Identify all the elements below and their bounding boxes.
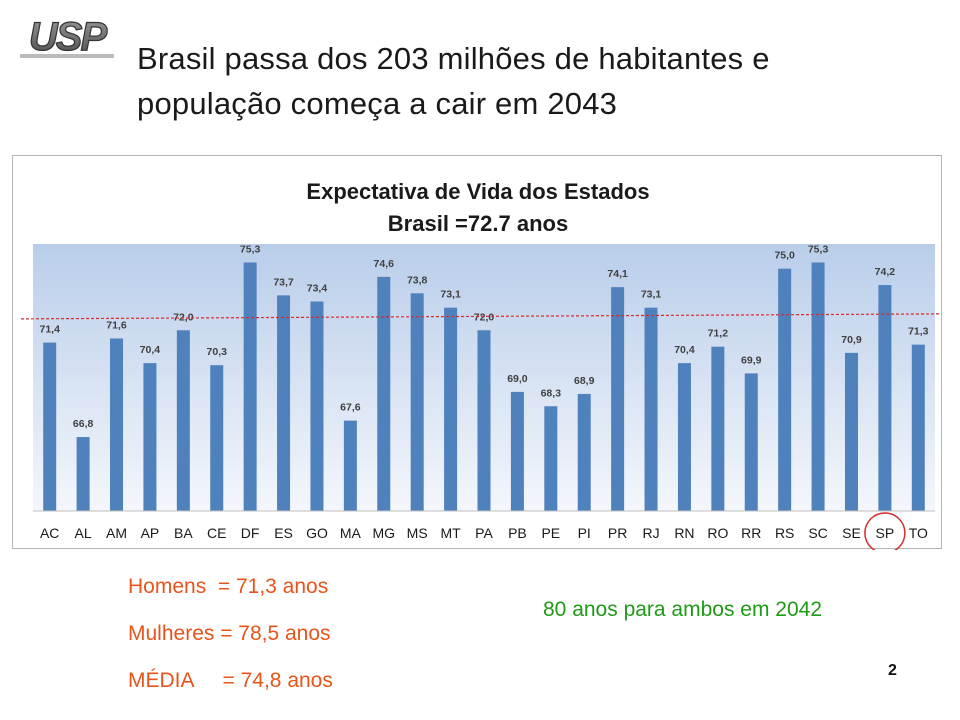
x-tick-ro: RO [707, 525, 728, 541]
data-label-ba: 72,0 [173, 311, 194, 323]
x-tick-df: DF [241, 525, 260, 541]
bar-rj [644, 307, 658, 511]
bar-ma [343, 420, 357, 511]
bar-pa [477, 330, 491, 511]
bar-ce [210, 365, 224, 511]
bar-rs [778, 268, 792, 511]
x-tick-mt: MT [440, 525, 461, 541]
x-tick-ma: MA [340, 525, 362, 541]
bar-go [310, 301, 324, 511]
bar-ap [143, 363, 157, 511]
data-label-rs: 75,0 [774, 250, 795, 262]
data-label-am: 71,6 [106, 319, 127, 331]
slide-title: Brasil passa dos 203 milhões de habitant… [137, 36, 937, 126]
bar-ac [43, 342, 57, 511]
x-tick-ms: MS [407, 525, 428, 541]
x-tick-es: ES [274, 525, 293, 541]
bar-ba [176, 330, 190, 511]
chart-title: Expectativa de Vida dos Estados [306, 179, 649, 204]
data-label-ac: 71,4 [39, 324, 60, 336]
data-label-to: 71,3 [908, 326, 929, 338]
x-tick-go: GO [306, 525, 328, 541]
x-tick-sc: SC [808, 525, 827, 541]
bar-es [277, 295, 291, 511]
stat-media: MÉDIA = 74,8 anos [128, 669, 333, 692]
data-label-rr: 69,9 [741, 354, 762, 366]
x-tick-se: SE [842, 525, 861, 541]
x-tick-ce: CE [207, 525, 226, 541]
data-label-mt: 73,1 [440, 289, 461, 301]
reference-line-brasil [20, 313, 940, 320]
x-tick-pi: PI [578, 525, 591, 541]
projection-note: 80 anos para ambos em 2042 [543, 598, 823, 621]
data-label-pr: 74,1 [607, 268, 628, 280]
x-tick-mg: MG [372, 525, 395, 541]
data-label-pa: 72,0 [474, 311, 495, 323]
data-label-sp: 74,2 [875, 266, 896, 278]
x-tick-al: AL [75, 525, 92, 541]
x-tick-rs: RS [775, 525, 794, 541]
bar-sc [811, 262, 825, 511]
data-label-pb: 69,0 [507, 373, 528, 385]
chart-canvas: Expectativa de Vida dos Estados Brasil =… [20, 179, 940, 550]
data-label-go: 73,4 [307, 283, 328, 295]
highlight-circle-sp [864, 512, 906, 550]
data-label-pe: 68,3 [541, 387, 562, 399]
x-tick-ap: AP [141, 525, 160, 541]
data-label-ma: 67,6 [340, 402, 361, 414]
slide-title-line2: população começa a cair em 2043 [137, 86, 618, 121]
usp-logo: USP [20, 14, 114, 60]
bar-am [110, 338, 124, 511]
bar-pb [510, 391, 524, 511]
chart-subtitle: Brasil =72.7 anos [388, 211, 568, 236]
bar-sp [878, 285, 892, 511]
stat-homens: Homens = 71,3 anos [128, 575, 329, 598]
life-expectancy-chart: Expectativa de Vida dos Estados Brasil =… [12, 155, 942, 550]
bar-pe [544, 406, 558, 511]
data-label-mg: 74,6 [374, 258, 395, 270]
bar-ro [711, 346, 725, 511]
x-tick-rn: RN [674, 525, 694, 541]
x-tick-ac: AC [40, 525, 59, 541]
data-label-df: 75,3 [240, 243, 261, 255]
data-label-sc: 75,3 [808, 243, 829, 255]
bar-df [243, 262, 257, 511]
data-label-pi: 68,9 [574, 375, 595, 387]
data-label-ms: 73,8 [407, 274, 428, 286]
data-label-se: 70,9 [841, 334, 862, 346]
x-tick-rj: RJ [642, 525, 659, 541]
x-tick-pa: PA [475, 525, 493, 541]
bar-pr [611, 287, 625, 511]
stat-mulheres: Mulheres = 78,5 anos [128, 622, 331, 645]
slide-title-line1: Brasil passa dos 203 milhões de habitant… [137, 41, 770, 76]
data-label-rn: 70,4 [674, 344, 695, 356]
x-tick-am: AM [106, 525, 127, 541]
slide-number: 2 [888, 662, 897, 679]
bar-se [844, 352, 858, 511]
bar-ms [410, 293, 424, 511]
x-tick-rr: RR [741, 525, 761, 541]
data-label-rj: 73,1 [641, 289, 662, 301]
x-tick-ba: BA [174, 525, 193, 541]
x-tick-to: TO [909, 525, 928, 541]
data-label-ap: 70,4 [140, 344, 161, 356]
data-label-es: 73,7 [273, 276, 294, 288]
x-tick-sp: SP [876, 525, 895, 541]
x-tick-pb: PB [508, 525, 527, 541]
data-label-ro: 71,2 [708, 328, 729, 340]
data-label-al: 66,8 [73, 418, 94, 430]
bar-mt [444, 307, 458, 511]
usp-logo-text: USP [29, 15, 108, 59]
bar-rn [677, 363, 691, 511]
bar-rr [744, 373, 758, 511]
bar-mg [377, 276, 391, 511]
bar-al [76, 437, 90, 511]
x-tick-pr: PR [608, 525, 627, 541]
x-tick-pe: PE [541, 525, 560, 541]
bar-pi [577, 393, 591, 511]
data-label-ce: 70,3 [207, 346, 228, 358]
bar-to [911, 344, 925, 511]
